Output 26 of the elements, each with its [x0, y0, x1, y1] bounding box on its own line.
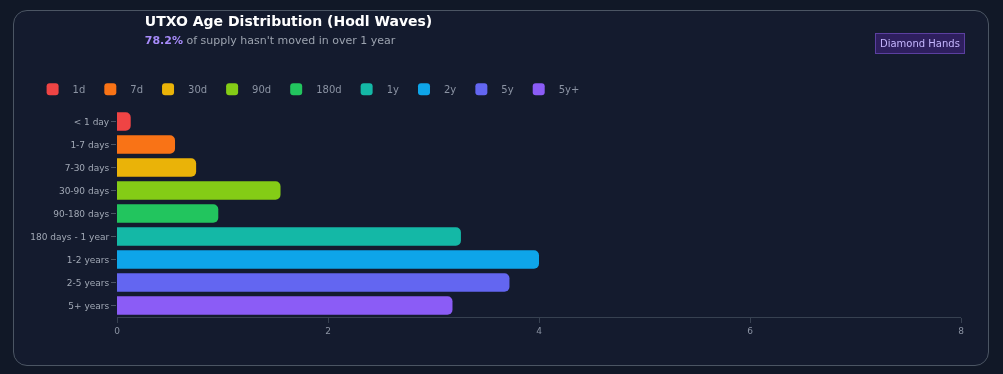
legend-label: 90d — [252, 84, 272, 96]
y-tick-label: 1-2 years — [66, 254, 110, 265]
text: Diamond Hands — [880, 38, 960, 49]
legend-label: 7d — [130, 84, 144, 96]
chart-title: UTXO Age Distribution (Hodl Waves) — [144, 13, 433, 30]
y-tick-label: 2-5 years — [66, 277, 110, 288]
y-tick-label: 5+ years — [68, 300, 110, 311]
x-tick-label: 6 — [747, 325, 754, 336]
legend-label: 30d — [188, 84, 208, 96]
legend-label: 1y — [386, 84, 399, 96]
y-tick-label: 1-7 days — [70, 139, 110, 150]
y-tick-label: 90-180 days — [53, 208, 110, 219]
legend-label: 5y — [501, 84, 514, 96]
x-tick-label: 4 — [536, 325, 543, 336]
legend-label: 2y — [443, 84, 457, 96]
legend-label: 180d — [316, 84, 342, 96]
y-tick-label: < 1 day — [73, 116, 110, 127]
chart-subtitle: 78.2% of supply hasn't moved in over 1 year — [144, 34, 396, 48]
x-tick-label: 8 — [958, 325, 965, 336]
legend-label: 5y+ — [558, 84, 580, 96]
y-tick-label: 7-30 days — [64, 162, 110, 173]
y-tick-label: 30-90 days — [58, 185, 110, 196]
x-tick-label: 0 — [114, 325, 121, 336]
y-tick-label: 180 days - 1 year — [30, 231, 110, 242]
x-tick-label: 2 — [325, 325, 331, 336]
legend-label: 1d — [72, 84, 86, 96]
